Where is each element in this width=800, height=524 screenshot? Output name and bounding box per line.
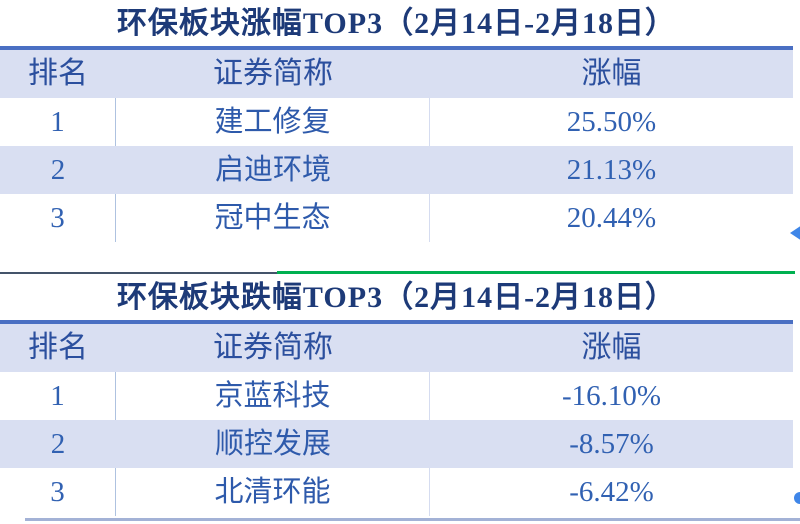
- stock-name-cell: 冠中生态: [116, 194, 430, 242]
- change-cell: 20.44%: [566, 201, 657, 234]
- rank-cell: 2: [50, 427, 66, 460]
- stock-name-cell: 京蓝科技: [116, 372, 430, 420]
- gainers-title-rule: [0, 46, 793, 50]
- change-cell: 25.50%: [566, 105, 657, 138]
- rank-cell: 1: [0, 98, 116, 146]
- gainers-table-title: 环保板块涨幅TOP3（2月14日-2月18日）: [116, 7, 677, 40]
- gainers-header-row: 排名 证券简称 涨幅: [0, 50, 793, 98]
- rank-cell: 1: [0, 372, 116, 420]
- table-row: 1 建工修复 25.50%: [0, 98, 793, 146]
- divider-green-segment: [277, 271, 795, 274]
- document-content: 环保板块涨幅TOP3（2月14日-2月18日） 排名 证券简称 涨幅 1 建工修…: [0, 0, 795, 516]
- header-cell-change: 涨幅: [581, 57, 642, 90]
- rank-cell: 2: [50, 153, 66, 186]
- stock-name-cell: 启迪环境: [214, 153, 331, 186]
- table-row: 2 顺控发展 -8.57%: [0, 420, 793, 468]
- stock-name-cell: 顺控发展: [214, 427, 331, 460]
- header-cell-rank: 排名: [28, 57, 88, 90]
- change-cell: 21.13%: [566, 153, 657, 186]
- header-cell-rank: 排名: [28, 331, 88, 364]
- losers-title-rule: [0, 320, 793, 324]
- change-cell: -6.42%: [569, 475, 654, 508]
- section-divider: [0, 271, 795, 274]
- rank-cell: 3: [0, 194, 116, 242]
- left-arrow-icon[interactable]: ◀: [790, 225, 800, 241]
- stock-name-cell: 建工修复: [116, 98, 430, 146]
- change-cell: -8.57%: [569, 427, 654, 460]
- clipped-dot-icon[interactable]: ●: [794, 492, 800, 504]
- table-row: 3 冠中生态 20.44%: [0, 194, 793, 242]
- table-row: 1 京蓝科技 -16.10%: [0, 372, 793, 420]
- losers-table-title: 环保板块跌幅TOP3（2月14日-2月18日）: [116, 281, 677, 314]
- rank-cell: 3: [0, 468, 116, 516]
- divider-dark-segment: [0, 271, 277, 274]
- header-cell-name: 证券简称: [213, 57, 333, 90]
- losers-header-row: 排名 证券简称 涨幅: [0, 324, 793, 372]
- losers-table: 环保板块跌幅TOP3（2月14日-2月18日） 排名 证券简称 涨幅 1 京蓝科…: [0, 274, 793, 516]
- table-row: 2 启迪环境 21.13%: [0, 146, 793, 194]
- stock-name-cell: 北清环能: [116, 468, 430, 516]
- section-gap: [0, 242, 793, 271]
- table-row: 3 北清环能 -6.42%: [0, 468, 793, 516]
- header-cell-change: 涨幅: [581, 331, 642, 364]
- bottom-rule: [25, 518, 800, 521]
- header-cell-name: 证券简称: [213, 331, 333, 364]
- gainers-table: 环保板块涨幅TOP3（2月14日-2月18日） 排名 证券简称 涨幅 1 建工修…: [0, 0, 793, 242]
- change-cell: -16.10%: [561, 379, 662, 412]
